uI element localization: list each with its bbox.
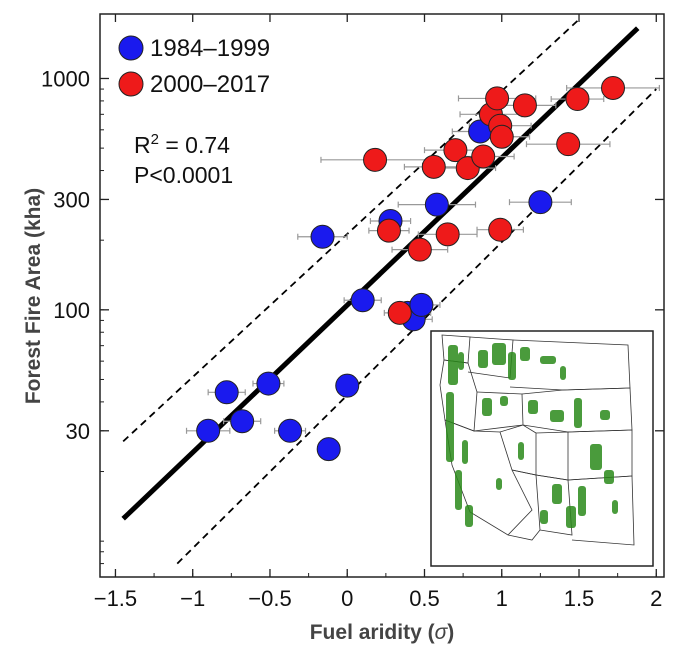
forest-patch	[552, 484, 562, 504]
forest-patch	[508, 352, 516, 380]
data-point-series-1-5	[435, 222, 460, 247]
forest-patch	[590, 444, 602, 470]
x-axis-title: Fuel aridity (σ)	[310, 621, 455, 644]
data-point-series-0-0	[196, 418, 221, 443]
forest-patch	[496, 478, 502, 490]
y-tick-label: 1000	[41, 66, 90, 91]
forest-patch	[500, 396, 508, 406]
legend-marker-2000-2017	[118, 71, 144, 97]
forest-patch	[578, 486, 586, 516]
y-tick-label: 30	[66, 419, 90, 444]
data-point-series-0-2	[230, 409, 255, 434]
legend-label-1984-1999: 1984–1999	[150, 35, 270, 62]
data-point-series-1-12	[489, 124, 514, 149]
data-point-series-0-1	[214, 380, 239, 405]
forest-patch	[574, 398, 582, 428]
r-squared-label: R2 = 0.74	[134, 131, 230, 158]
forest-patch	[492, 343, 506, 365]
data-point-series-0-4	[278, 418, 303, 443]
x-tick-label: 0.5	[409, 586, 440, 611]
y-axis-title: Forest Fire Area (kha)	[22, 188, 45, 404]
data-point-series-0-15	[528, 190, 553, 215]
forest-patch	[446, 392, 454, 462]
forest-patch	[540, 356, 556, 364]
x-tick-label: 2	[650, 586, 662, 611]
forest-patch	[540, 510, 548, 524]
forest-patch	[462, 440, 468, 464]
data-point-series-0-3	[256, 371, 281, 396]
x-tick-label: 0	[341, 586, 353, 611]
forest-patch	[478, 350, 488, 368]
x-tick-label: −1.5	[94, 586, 137, 611]
forest-patch	[550, 410, 564, 422]
data-point-series-1-0	[363, 147, 388, 172]
forest-patch	[604, 470, 614, 484]
data-point-series-1-6	[443, 138, 468, 163]
legend: 1984–1999 2000–2017	[118, 35, 270, 98]
forest-patch	[600, 410, 610, 420]
legend-label-2000-2017: 2000–2017	[150, 71, 270, 98]
forest-patch	[566, 506, 576, 528]
data-point-series-0-7	[310, 224, 335, 249]
forest-patch	[458, 352, 464, 370]
data-point-series-1-13	[488, 217, 513, 242]
forest-patch	[448, 345, 458, 385]
data-point-series-0-6	[335, 373, 360, 398]
x-tick-label: −0.5	[248, 586, 291, 611]
forest-patch	[612, 500, 618, 514]
data-point-series-1-16	[565, 87, 590, 112]
p-value-label: P<0.0001	[134, 162, 233, 188]
data-point-series-0-8	[350, 288, 375, 313]
forest-patch	[518, 442, 524, 460]
forest-patch	[560, 366, 566, 380]
data-point-series-0-13	[424, 192, 449, 217]
x-tick-label: −1	[180, 586, 205, 611]
data-point-series-1-4	[421, 154, 446, 179]
data-point-series-1-1	[376, 218, 401, 243]
western-us-forest-map-icon	[430, 330, 654, 567]
data-point-series-1-10	[485, 86, 510, 111]
y-tick-label: 100	[53, 298, 90, 323]
data-point-series-1-14	[512, 93, 537, 118]
forest-patch	[520, 347, 530, 361]
forest-patch	[482, 398, 492, 416]
forest-patch	[528, 400, 538, 414]
x-tick-label: 1.5	[564, 586, 595, 611]
y-tick-label: 300	[53, 187, 90, 212]
plot-frame	[99, 13, 665, 578]
data-point-series-1-3	[407, 237, 432, 262]
forest-patch	[465, 505, 473, 527]
data-point-series-1-15	[556, 132, 581, 157]
x-tick-label: 1	[496, 586, 508, 611]
data-point-series-0-5	[316, 437, 341, 462]
legend-marker-1984-1999	[118, 35, 144, 61]
data-point-series-0-12	[409, 292, 434, 317]
data-point-series-1-8	[471, 144, 496, 169]
forest-patch	[455, 470, 462, 510]
data-point-series-1-2	[387, 300, 412, 325]
data-point-series-1-17	[601, 75, 626, 100]
